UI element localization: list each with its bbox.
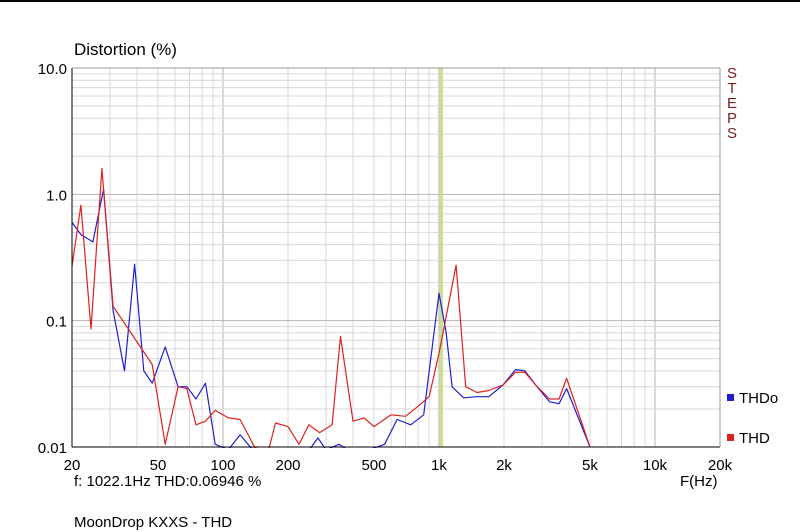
x-tick-label: 500 xyxy=(361,457,386,470)
x-tick-label: 2k xyxy=(496,457,512,470)
x-tick-label: 10k xyxy=(643,457,668,470)
legend-item: THD xyxy=(727,430,770,447)
y-tick-label: 0.01 xyxy=(38,440,67,457)
tick-labels: 20 50 100 200 500 1k 2k 5k 10k 20k 0.01 0.1 1.0 10.0 xyxy=(38,61,733,470)
x-axis-label: F(Hz) xyxy=(680,473,718,490)
legend-label: THDo xyxy=(739,390,779,407)
x-tick-label: 200 xyxy=(275,457,300,470)
x-tick-label: 20k xyxy=(708,457,733,470)
chart-series xyxy=(70,167,722,462)
x-tick-label: 100 xyxy=(210,457,235,470)
x-tick-label: 5k xyxy=(582,457,598,470)
chart-title: Distortion (%) xyxy=(74,40,177,59)
axis-mask xyxy=(70,448,722,462)
side-label-letter: T xyxy=(727,80,737,97)
plot-frame xyxy=(71,67,721,448)
side-label-letter: S xyxy=(726,65,737,82)
chart-grid xyxy=(72,68,720,447)
y-tick-label: 1.0 xyxy=(46,187,67,204)
series-line-thd xyxy=(71,167,591,457)
legend-item: THDo xyxy=(727,390,778,407)
x-tick-label: 50 xyxy=(150,457,167,470)
legend-swatch xyxy=(727,394,734,401)
top-border xyxy=(0,0,800,2)
legend-swatch xyxy=(727,434,734,441)
x-tick-label: 1k xyxy=(431,457,447,470)
series-line-thdo xyxy=(71,188,591,460)
distortion-chart: 20 50 100 200 500 1k 2k 5k 10k 20k 0.01 0.1 1.0 10.0 xyxy=(38,61,733,470)
legend-label: THD xyxy=(739,430,770,447)
x-tick-label: 20 xyxy=(64,457,81,470)
side-label-letter: P xyxy=(726,110,737,127)
side-label-letter: S xyxy=(726,125,737,142)
cursor-readout: f: 1022.1Hz THD:0.06946 % xyxy=(74,473,262,490)
y-tick-label: 10.0 xyxy=(38,61,67,78)
chart-caption: MoonDrop KXXS - THD xyxy=(74,514,233,531)
y-tick-label: 0.1 xyxy=(46,314,67,331)
side-label-letter: E xyxy=(726,95,737,112)
